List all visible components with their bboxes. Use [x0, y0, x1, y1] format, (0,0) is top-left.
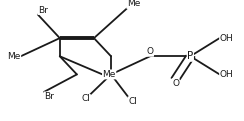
Text: Me: Me	[7, 52, 21, 61]
Text: Me: Me	[127, 0, 140, 8]
Text: O: O	[172, 79, 179, 88]
Text: OH: OH	[220, 70, 233, 79]
Text: Cl: Cl	[81, 94, 90, 103]
Text: Cl: Cl	[128, 97, 137, 106]
Text: P: P	[187, 51, 193, 61]
Text: Br: Br	[38, 6, 48, 15]
Text: Me: Me	[102, 70, 116, 79]
Text: Br: Br	[44, 92, 54, 101]
Text: O: O	[147, 47, 153, 56]
Text: OH: OH	[220, 34, 233, 43]
